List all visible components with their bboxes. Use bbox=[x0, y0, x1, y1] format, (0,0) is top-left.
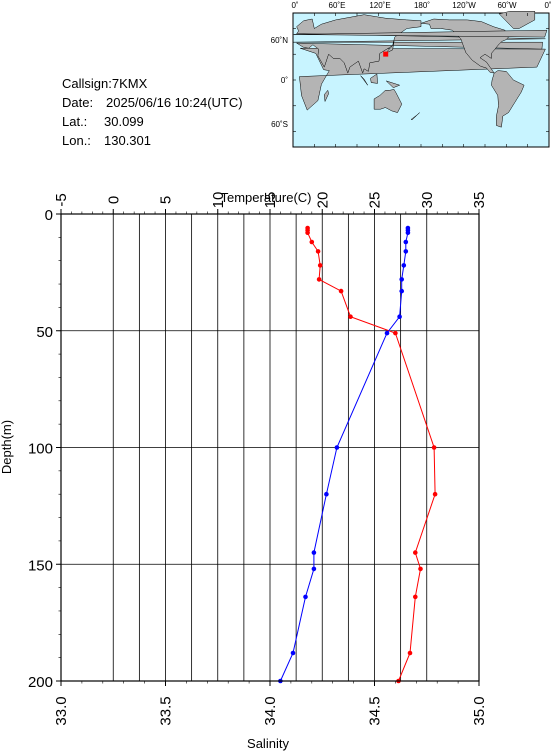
salinity-tick-label: 33.0 bbox=[53, 696, 70, 725]
temperature-tick-label: 30 bbox=[419, 192, 436, 209]
temperature-tick-label: 15 bbox=[262, 192, 279, 209]
salinity-data-point bbox=[403, 239, 409, 245]
depth-tick-label: 100 bbox=[28, 441, 53, 458]
map-top-tick: 120˚W bbox=[452, 1, 476, 10]
salinity-data-point bbox=[403, 249, 409, 254]
salinity-data-point bbox=[311, 550, 317, 555]
salinity-data-point bbox=[303, 594, 308, 600]
temperature-data-point bbox=[305, 230, 310, 235]
depth-tick-label: 150 bbox=[28, 557, 53, 574]
map-landmasses bbox=[292, 11, 548, 128]
map-landmass bbox=[293, 29, 548, 38]
map-top-tick: 120˚E bbox=[369, 1, 390, 10]
temperature-profile-line bbox=[307, 228, 436, 682]
plot-grid bbox=[61, 214, 479, 681]
temperature-data-point bbox=[315, 249, 321, 254]
salinity-tick-label: 34.5 bbox=[367, 696, 384, 725]
salinity-data-point bbox=[405, 230, 411, 235]
map-left-tick: 60˚N bbox=[271, 36, 289, 45]
temperature-data-point bbox=[348, 314, 353, 320]
map-landmass bbox=[292, 14, 546, 74]
depth-tick-label: 50 bbox=[36, 324, 53, 341]
temperature-data-point bbox=[317, 263, 323, 268]
map-landmass bbox=[370, 73, 378, 84]
salinity-data-point bbox=[399, 288, 405, 294]
depth-tick-label: 200 bbox=[28, 674, 53, 691]
map-frame-ticks bbox=[292, 13, 550, 147]
temperature-data-point bbox=[393, 330, 398, 336]
map-landmass bbox=[386, 80, 401, 88]
salinity-data-point bbox=[324, 491, 329, 497]
map-top-tick: 60˚E bbox=[329, 1, 346, 10]
temperature-tick-label: 0 bbox=[105, 196, 122, 204]
map-landmass bbox=[360, 75, 368, 86]
plot-series bbox=[278, 225, 438, 684]
temperature-tick-label: 10 bbox=[210, 192, 227, 209]
salinity-data-point bbox=[401, 263, 407, 268]
temperature-data-point bbox=[413, 550, 418, 555]
salinity-tick-label: 33.5 bbox=[158, 696, 175, 725]
salinity-axis-label: Salinity bbox=[247, 736, 289, 751]
map-top-tick: 60˚W bbox=[497, 1, 517, 10]
temperature-axis-label: Temperature(C) bbox=[220, 190, 311, 205]
latitude-value: 30.099 bbox=[104, 114, 144, 129]
station-info: Callsign:7KMX Date: 2025/06/16 10:24(UTC… bbox=[62, 76, 243, 148]
salinity-data-point bbox=[384, 330, 390, 336]
temperature-data-point bbox=[413, 594, 418, 600]
station-location-marker bbox=[383, 51, 389, 57]
map-landmass bbox=[498, 11, 536, 29]
temperature-tick-label: 5 bbox=[158, 196, 175, 204]
temperature-data-point bbox=[407, 650, 413, 656]
callsign-label: Callsign:7KMX bbox=[62, 76, 148, 91]
map-left-tick: 60˚S bbox=[271, 120, 288, 129]
salinity-data-point bbox=[334, 445, 340, 450]
date-label: Date: bbox=[62, 95, 93, 110]
map-landmass bbox=[373, 89, 403, 113]
longitude-value: 130.301 bbox=[104, 133, 151, 148]
map-top-tick: 0˚ bbox=[544, 1, 551, 10]
salinity-data-point bbox=[290, 650, 296, 656]
temperature-data-point bbox=[309, 239, 315, 245]
depth-tick-label: 0 bbox=[45, 207, 53, 224]
temperature-tick-label: 25 bbox=[367, 192, 384, 209]
salinity-data-point bbox=[399, 277, 405, 282]
temperature-data-point bbox=[431, 445, 437, 450]
salinity-tick-label: 34.0 bbox=[262, 696, 279, 725]
depth-axis-label: Depth(m) bbox=[0, 420, 14, 474]
plot-frame bbox=[60, 213, 480, 682]
profile-plot: Temperature(C) Salinity Depth(m) -5 0 5 10 1… bbox=[0, 190, 488, 751]
salinity-data-point bbox=[397, 314, 402, 320]
salinity-profile-line bbox=[279, 228, 409, 682]
longitude-label: Lon.: bbox=[62, 133, 91, 148]
date-value: 2025/06/16 10:24(UTC) bbox=[106, 95, 243, 110]
map-landmass bbox=[491, 70, 525, 128]
salinity-tick-label: 35.0 bbox=[471, 696, 488, 725]
map-landmass bbox=[385, 41, 395, 54]
salinity-data-point bbox=[311, 566, 317, 572]
map-top-tick: 180˚ bbox=[414, 1, 430, 10]
temperature-data-point bbox=[338, 288, 344, 294]
latitude-label: Lat.: bbox=[62, 114, 87, 129]
temperature-data-point bbox=[418, 566, 423, 572]
temperature-data-point bbox=[432, 491, 438, 497]
temperature-tick-label: -5 bbox=[53, 193, 70, 206]
map-top-tick: 0˚ bbox=[291, 1, 298, 10]
world-map-inset: 0˚ 60˚E 120˚E 180˚ 120˚W 60˚W 0˚ 60˚N 0˚… bbox=[271, 1, 552, 148]
temperature-tick-label: 35 bbox=[471, 192, 488, 209]
map-landmass bbox=[410, 112, 420, 120]
temperature-data-point bbox=[316, 277, 322, 282]
map-landmass bbox=[324, 89, 329, 103]
map-left-tick: 0˚ bbox=[281, 76, 288, 85]
temperature-tick-label: 20 bbox=[314, 192, 331, 209]
